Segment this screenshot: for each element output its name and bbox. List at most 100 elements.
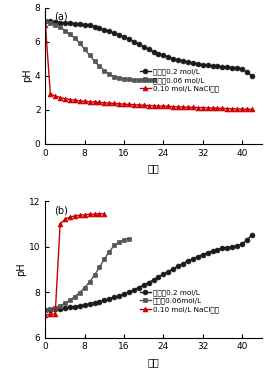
总浓剥0.2 mol/L — [132, 39, 135, 44]
0.10 mol/L NaCl溶液 — [64, 96, 67, 101]
0.10 mol/L NaCl溶液 — [98, 211, 101, 216]
总浓敥0.2 mol/L — [186, 259, 190, 263]
Text: (b): (b) — [54, 205, 68, 215]
总浓剥0.2 mol/L — [167, 55, 170, 59]
0.10 mol/L NaCl溶液 — [58, 222, 62, 226]
0.10 mol/L NaCl溶液 — [117, 102, 121, 106]
0.10 mol/L NaCl溶液 — [186, 105, 190, 110]
总浓剥0.2 mol/L — [113, 31, 116, 35]
总浓敥0.06mol/L — [83, 285, 86, 290]
Text: (a): (a) — [54, 12, 68, 22]
总浓剥0.2 mol/L — [152, 50, 155, 54]
Y-axis label: pH: pH — [16, 262, 26, 276]
总浓敥0.2 mol/L — [201, 252, 204, 257]
0.10 mol/L NaCl溶液 — [231, 106, 234, 111]
0.10 mol/L NaCl溶液 — [78, 213, 81, 217]
0.10 mol/L NaCl溶液 — [142, 103, 145, 107]
0.10 mol/L NaCl溶液 — [206, 106, 209, 110]
总浓剥0.2 mol/L — [235, 66, 239, 70]
总浓敥0.2 mol/L — [64, 306, 67, 310]
总浓剥0.2 mol/L — [73, 21, 76, 26]
总浓剥0.2 mol/L — [216, 64, 219, 69]
总浓敥0.2 mol/L — [196, 254, 199, 259]
Legend: 总浓敥0.2 mol/L, 总浓敥0.06mol/L, 0.10 mol/L NaCl溶液: 总浓敥0.2 mol/L, 总浓敥0.06mol/L, 0.10 mol/L N… — [140, 289, 219, 313]
总浓剥0.2 mol/L — [117, 33, 121, 37]
总浓剥0.2 mol/L — [231, 65, 234, 70]
总浓敥0.2 mol/L — [162, 272, 165, 277]
总浓敥0.06 mol/L — [127, 77, 131, 82]
0.10 mol/L NaCl溶液 — [68, 215, 72, 219]
总浓敥0.2 mol/L — [152, 278, 155, 282]
总浓敥0.06 mol/L — [58, 25, 62, 29]
总浓敥0.2 mol/L — [157, 275, 160, 279]
0.10 mol/L NaCl溶液 — [221, 106, 224, 111]
总浓敥0.06 mol/L — [68, 32, 72, 36]
0.10 mol/L NaCl溶液 — [108, 101, 111, 105]
0.10 mol/L NaCl溶液 — [54, 94, 57, 98]
总浓敥0.06mol/L — [64, 301, 67, 305]
总浓敥0.06 mol/L — [93, 59, 96, 63]
总浓剥0.2 mol/L — [44, 19, 47, 23]
总浓敥0.2 mol/L — [240, 242, 244, 247]
总浓敥0.2 mol/L — [167, 269, 170, 274]
总浓剥0.2 mol/L — [64, 21, 67, 25]
0.10 mol/L NaCl溶液 — [132, 102, 135, 107]
总浓敥0.06mol/L — [54, 306, 57, 310]
总浓敥0.06 mol/L — [152, 78, 155, 83]
总浓剥0.2 mol/L — [221, 64, 224, 69]
0.10 mol/L NaCl溶液 — [167, 104, 170, 109]
X-axis label: 滴数: 滴数 — [148, 357, 159, 367]
0.10 mol/L NaCl溶液 — [245, 107, 249, 111]
总浓敥0.2 mol/L — [206, 251, 209, 255]
总浓剥0.2 mol/L — [137, 42, 140, 46]
总浓剥0.2 mol/L — [68, 21, 72, 26]
0.10 mol/L NaCl溶液 — [216, 106, 219, 111]
总浓敥0.2 mol/L — [231, 244, 234, 249]
Line: 0.10 mol/L NaCl溶液: 0.10 mol/L NaCl溶液 — [43, 211, 107, 317]
0.10 mol/L NaCl溶液 — [152, 104, 155, 108]
总浓敥0.06mol/L — [103, 257, 106, 261]
0.10 mol/L NaCl溶液 — [73, 214, 76, 218]
总浓剥0.2 mol/L — [196, 62, 199, 66]
总浓敥0.2 mol/L — [147, 280, 150, 285]
总浓敥0.06 mol/L — [142, 78, 145, 82]
Line: 0.10 mol/L NaCl溶液: 0.10 mol/L NaCl溶液 — [43, 22, 254, 112]
0.10 mol/L NaCl溶液 — [68, 97, 72, 102]
总浓敥0.06mol/L — [117, 240, 121, 244]
总浓敥0.06 mol/L — [64, 28, 67, 33]
总浓敥0.2 mol/L — [113, 295, 116, 300]
总浓敥0.06mol/L — [98, 265, 101, 269]
0.10 mol/L NaCl溶液 — [176, 105, 180, 109]
总浓敥0.2 mol/L — [235, 244, 239, 248]
总浓剥0.2 mol/L — [226, 65, 229, 69]
0.10 mol/L NaCl溶液 — [162, 104, 165, 108]
Line: 总浓敥0.06 mol/L: 总浓敥0.06 mol/L — [43, 19, 156, 83]
总浓敥0.2 mol/L — [181, 261, 184, 266]
总浓敥0.06 mol/L — [49, 21, 52, 25]
总浓敥0.2 mol/L — [44, 308, 47, 312]
总浓敥0.2 mol/L — [221, 246, 224, 250]
0.10 mol/L NaCl溶液 — [240, 107, 244, 111]
总浓敥0.2 mol/L — [98, 299, 101, 304]
总浓敥0.06mol/L — [127, 236, 131, 241]
0.10 mol/L NaCl溶液 — [147, 103, 150, 108]
总浓敥0.06 mol/L — [103, 68, 106, 73]
总浓敥0.2 mol/L — [49, 308, 52, 312]
总浓敥0.2 mol/L — [176, 264, 180, 268]
总浓剥0.2 mol/L — [245, 70, 249, 75]
总浓敥0.2 mol/L — [142, 283, 145, 288]
总浓敥0.2 mol/L — [54, 307, 57, 311]
0.10 mol/L NaCl溶液 — [49, 312, 52, 316]
总浓敥0.06 mol/L — [44, 19, 47, 23]
总浓敥0.2 mol/L — [132, 288, 135, 292]
总浓敥0.2 mol/L — [73, 304, 76, 309]
总浓敥0.2 mol/L — [93, 300, 96, 305]
总浓敥0.2 mol/L — [58, 306, 62, 311]
总浓敥0.2 mol/L — [211, 249, 214, 253]
0.10 mol/L NaCl溶液 — [201, 105, 204, 110]
总浓敥0.2 mol/L — [108, 297, 111, 301]
Line: 总浓剥0.2 mol/L: 总浓剥0.2 mol/L — [43, 19, 254, 78]
总浓敥0.06 mol/L — [117, 76, 121, 81]
总浓敥0.2 mol/L — [127, 290, 131, 294]
总浓敥0.06 mol/L — [132, 78, 135, 82]
